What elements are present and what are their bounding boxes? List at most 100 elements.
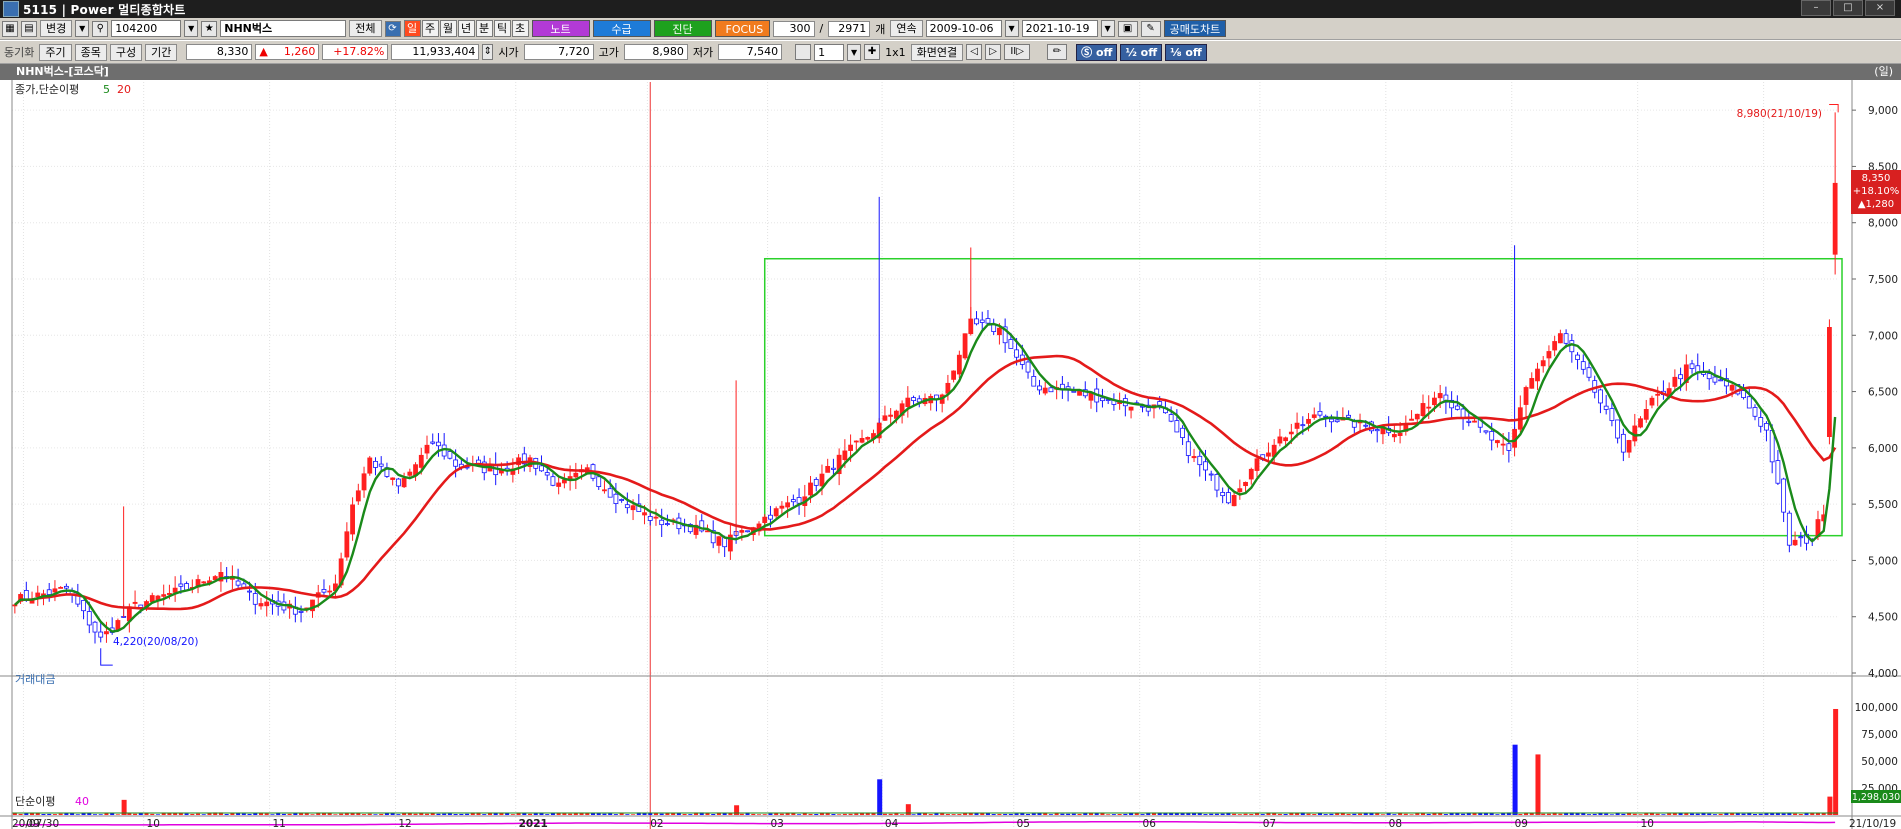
period-month[interactable]: 월 [439, 20, 457, 37]
save-icon[interactable]: ▦ [2, 20, 18, 37]
candle-body [1495, 440, 1500, 444]
close-icon[interactable]: × [1865, 0, 1895, 16]
date-tick-label: 08 [1389, 818, 1402, 829]
volume-bar [1220, 813, 1225, 815]
volume-spin-icon[interactable]: ⇕ [482, 44, 494, 60]
toggle-percent-off[interactable]: ½ off [1120, 43, 1163, 61]
candle-body [1185, 441, 1191, 456]
all-button[interactable]: 전체 [349, 20, 382, 37]
candle-body [1638, 418, 1643, 428]
checkbox-icon[interactable] [795, 44, 812, 60]
candle-body [1689, 363, 1695, 369]
period-button[interactable]: 주기 [39, 43, 72, 61]
sync-circle-icon[interactable]: ⟳ [384, 20, 401, 37]
volume-spike-bar [734, 805, 740, 815]
layout-number-input[interactable]: 1 [814, 43, 845, 61]
volume-bar [1415, 812, 1420, 815]
date-tick-label: 02 [650, 818, 663, 829]
volume-bar [70, 812, 75, 815]
period-year[interactable]: 년 [457, 20, 475, 37]
config-button[interactable]: 구성 [109, 43, 143, 61]
count-input[interactable]: 300 [772, 20, 815, 37]
volume-bar [155, 814, 160, 815]
volume-bar [751, 813, 756, 815]
date-from-input[interactable]: 2009-10-06 [925, 20, 1002, 37]
focus-button[interactable]: FOCUS [714, 20, 770, 37]
item-button[interactable]: 종목 [74, 43, 107, 61]
candle-body [264, 601, 270, 607]
volume-bar [1432, 813, 1437, 815]
play-icon[interactable]: ▷ [985, 44, 1002, 60]
candle-body [813, 479, 819, 486]
unit-label: 개 [875, 22, 886, 36]
date-to-dropdown-icon[interactable]: ▼ [1100, 20, 1115, 37]
pause-next-icon[interactable]: II▷ [1004, 44, 1031, 60]
code-dropdown-icon[interactable]: ▼ [184, 20, 199, 37]
tools-icon[interactable]: ✎ [1140, 20, 1161, 37]
volume-bar [92, 814, 98, 815]
candle-body [831, 467, 836, 470]
min-price-annotation: 4,220(20/08/20) [113, 636, 198, 648]
volume-bar [258, 812, 264, 815]
volume-bar [837, 814, 842, 815]
volume-bar [115, 814, 120, 815]
candle-body [796, 497, 802, 504]
toggle-fraction-off[interactable]: ⅛ off [1165, 43, 1207, 61]
volume-bar [1529, 813, 1534, 815]
candle-body [716, 536, 722, 546]
grid-label[interactable]: 1x1 [885, 45, 906, 59]
minimize-icon[interactable]: – [1801, 0, 1831, 16]
date-from-dropdown-icon[interactable]: ▼ [1004, 20, 1019, 37]
volume-bar [1501, 812, 1506, 815]
volume-spike-bar [877, 779, 883, 815]
continuous-button[interactable]: 연속 [890, 20, 923, 37]
favorite-star-icon[interactable]: ★ [201, 20, 218, 37]
candle-body [1683, 364, 1689, 383]
period-minute[interactable]: 분 [475, 20, 493, 37]
range-button[interactable]: 기간 [145, 43, 178, 61]
highlight-box [763, 257, 1843, 537]
prev-icon[interactable]: ◁ [966, 44, 983, 60]
toggle-s-off[interactable]: Ⓢ off [1076, 43, 1118, 61]
candle-body [1472, 420, 1477, 423]
maximize-icon[interactable]: □ [1833, 0, 1863, 16]
volume-bar [917, 813, 922, 815]
volume-bar [1026, 813, 1031, 815]
date-to-input[interactable]: 2021-10-19 [1021, 20, 1098, 37]
screen-link-button[interactable]: 화면연결 [910, 43, 964, 61]
print-icon[interactable]: ▤ [21, 20, 37, 37]
period-tick[interactable]: 틱 [493, 20, 511, 37]
search-icon[interactable]: ⚲ [92, 20, 109, 37]
candle-body [1598, 389, 1603, 404]
change-dropdown-icon[interactable]: ▼ [75, 20, 90, 37]
volume-bar [831, 814, 836, 815]
change-button[interactable]: 변경 [40, 20, 73, 37]
volume-bar [808, 813, 813, 815]
chart-header-title: NHN벅스-[코스닥] [16, 65, 109, 78]
stock-name-field[interactable]: NHN벅스 [220, 20, 347, 37]
diagnose-button[interactable]: 진단 [653, 20, 712, 37]
date-tick-label: 06 [1143, 818, 1157, 829]
pen-icon[interactable]: ✏ [1047, 44, 1068, 60]
period-day[interactable]: 일 [403, 20, 421, 37]
layout-dropdown-icon[interactable]: ▼ [847, 43, 862, 61]
period-second[interactable]: 초 [511, 20, 529, 37]
supply-button[interactable]: 수급 [592, 20, 651, 37]
period-week[interactable]: 주 [421, 20, 439, 37]
candle-body [997, 327, 1002, 336]
price-chart[interactable]: 9,0008,5008,0007,5007,0006,5006,0005,500… [0, 80, 1901, 829]
disk-icon[interactable]: ▣ [1117, 20, 1138, 37]
note-button[interactable]: 노트 [531, 20, 590, 37]
short-sale-chart-button[interactable]: 공매도차트 [1163, 20, 1227, 37]
total-count: 2971 [828, 20, 871, 37]
candle-body [1798, 536, 1804, 539]
chart-area[interactable]: NHN벅스-[코스닥] (일) 9,000 8,500 8,000 7,500 7,00… [0, 64, 1901, 829]
volume-bar [1375, 813, 1380, 815]
volume-bar [453, 814, 458, 815]
candle-body [401, 477, 407, 488]
open-value: 7,720 [523, 44, 594, 60]
code-input[interactable]: 104200 [111, 20, 182, 37]
crosshair-icon[interactable]: ✚ [864, 44, 881, 60]
volume-bar [470, 812, 475, 815]
volume-bar [339, 813, 344, 815]
